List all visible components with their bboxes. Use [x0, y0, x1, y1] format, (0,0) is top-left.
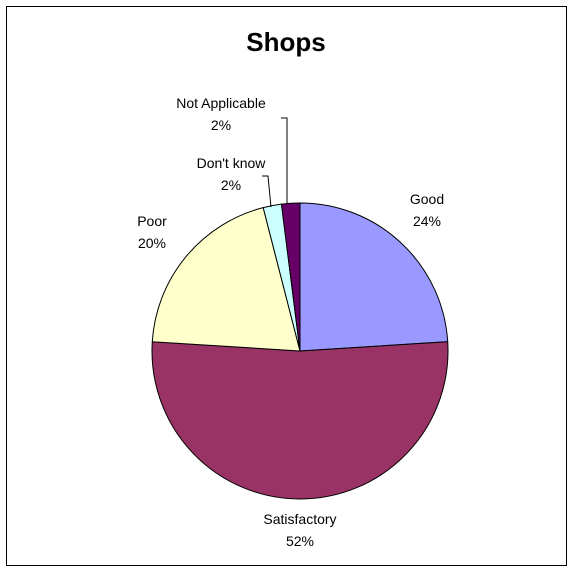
slice-value-poor: 20%	[138, 235, 166, 251]
pie-slice-good	[299, 202, 449, 352]
pie-slices	[151, 202, 449, 500]
slice-label-don-t-know: Don't know	[197, 155, 267, 171]
slice-label-poor: Poor	[137, 213, 167, 229]
chart-title: Shops	[246, 27, 325, 57]
leader-line-don-t-know	[262, 175, 272, 208]
slice-label-not-applicable: Not Applicable	[176, 95, 266, 111]
slice-value-don-t-know: 2%	[221, 177, 241, 193]
pie-chart: Shops Good 24% Satisfactory 52% Poor 20% Don't…	[137, 27, 449, 549]
pie-slice-poor	[151, 207, 301, 352]
slice-value-satisfactory: 52%	[286, 533, 314, 549]
slice-label-satisfactory: Satisfactory	[263, 511, 336, 527]
slice-value-good: 24%	[413, 213, 441, 229]
leader-line-not-applicable	[281, 117, 288, 204]
slice-label-good: Good	[410, 191, 444, 207]
pie-slice-satisfactory	[151, 341, 449, 500]
slice-labels: Good 24% Satisfactory 52% Poor 20% Don't know 2…	[137, 95, 444, 549]
pie-slice-not-applicable	[280, 202, 301, 352]
slice-value-not-applicable: 2%	[211, 117, 231, 133]
leader-lines	[262, 117, 288, 208]
